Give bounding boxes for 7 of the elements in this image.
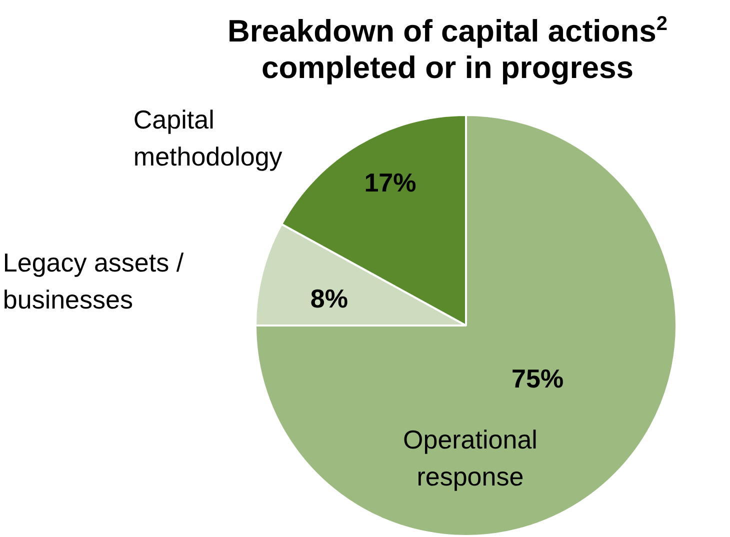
data-label: 17%: [364, 168, 416, 198]
data-label: 8%: [310, 283, 348, 314]
chart-title: Breakdown of capital actions$^{2}$ completed or in progress: [227, 13, 668, 86]
data-label: 75%: [512, 363, 564, 394]
slice-label: Operational response: [403, 424, 538, 492]
slice-label: Legacy assets / businesses: [2, 248, 184, 315]
slice-label: Capital methodology: [133, 104, 282, 172]
